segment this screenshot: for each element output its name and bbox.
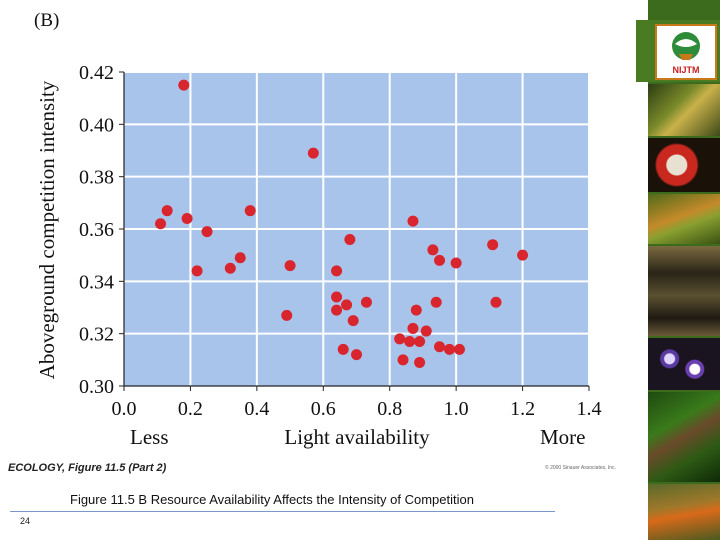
- data-point: [430, 296, 442, 308]
- data-point: [434, 341, 446, 353]
- lizard-photo: [648, 392, 720, 482]
- data-point: [351, 349, 362, 361]
- institution-logo: NIJTM: [655, 24, 717, 80]
- figure-credit: ECOLOGY, Figure 11.5 (Part 2): [8, 462, 167, 474]
- data-point: [397, 354, 409, 366]
- data-point: [450, 257, 462, 269]
- logo-text: NIJTM: [673, 65, 700, 75]
- y-tick-label: 0.38: [79, 167, 114, 189]
- x-tick-label: 0.4: [244, 398, 269, 420]
- y-tick-label: 0.36: [79, 219, 114, 241]
- y-tick-label: 0.40: [79, 114, 114, 136]
- data-point: [414, 356, 426, 368]
- data-point: [444, 343, 455, 355]
- x-tick-label: 1.0: [444, 398, 469, 420]
- x-tick-label: 0.8: [377, 398, 402, 420]
- scatter-chart: (B) 0.0 0.2 0.4 0.6 0.8 1.0 1.2 1.4 0.30 0.32 0.34…: [34, 10, 602, 449]
- data-point: [191, 265, 203, 277]
- x-tick-label: 1.4: [577, 398, 602, 420]
- y-tick-label: 0.32: [79, 324, 114, 346]
- data-point: [244, 205, 256, 217]
- data-point: [337, 343, 349, 355]
- gridlines: [124, 71, 590, 386]
- data-point: [420, 325, 432, 337]
- data-point: [404, 336, 416, 348]
- octopus-photo: [648, 338, 720, 390]
- data-point: [331, 291, 343, 303]
- x-tick-label: 0.0: [112, 398, 137, 420]
- insect-photo: [648, 484, 720, 540]
- data-point: [224, 262, 236, 274]
- tick-labels: 0.0 0.2 0.4 0.6 0.8 1.0 1.2 1.4 0.30 0.32 0.34 0.36…: [79, 62, 602, 420]
- frog-photo-3: [648, 194, 720, 244]
- data-point: [360, 296, 372, 308]
- data-point: [331, 265, 343, 277]
- frog-photo-2: [648, 138, 720, 192]
- data-point: [161, 205, 173, 217]
- figure-subtitle: Figure 11.5 B Resource Availability Affe…: [70, 492, 474, 507]
- data-point: [517, 249, 529, 261]
- data-point: [201, 226, 213, 238]
- y-tick-label: 0.42: [79, 62, 114, 84]
- data-point: [407, 215, 419, 227]
- data-point: [178, 79, 190, 91]
- page-number: 24: [20, 516, 31, 526]
- data-point: [434, 254, 446, 266]
- data-point: [331, 304, 343, 316]
- data-point: [490, 296, 502, 308]
- monkey-photo: [648, 246, 720, 336]
- data-point: [341, 299, 353, 311]
- divider-line: [10, 511, 555, 512]
- data-point: [394, 333, 406, 345]
- x-axis-less-label: Less: [130, 425, 169, 449]
- y-tick-label: 0.34: [79, 271, 114, 293]
- data-point: [181, 213, 193, 225]
- data-point: [234, 252, 246, 264]
- data-point: [344, 233, 356, 245]
- data-point: [427, 244, 439, 256]
- data-point: [487, 239, 499, 251]
- data-point: [410, 304, 422, 316]
- data-point: [347, 315, 359, 327]
- data-point: [307, 147, 319, 159]
- data-point: [407, 322, 419, 334]
- copyright-text: © 2000 Sinauer Associates, Inc.: [545, 465, 616, 471]
- data-point: [453, 343, 465, 355]
- data-points: [155, 79, 529, 368]
- x-axis-label: Light availability: [284, 425, 430, 449]
- x-axis-more-label: More: [540, 425, 586, 449]
- x-tick-label: 1.2: [510, 398, 535, 420]
- data-point: [284, 260, 296, 272]
- panel-label: (B): [34, 10, 59, 31]
- data-point: [281, 309, 293, 321]
- frog-photo-1: [648, 84, 720, 136]
- x-tick-label: 0.6: [311, 398, 336, 420]
- x-tick-label: 0.2: [178, 398, 203, 420]
- data-point: [155, 218, 167, 230]
- y-tick-label: 0.30: [79, 376, 114, 398]
- y-axis-label: Aboveground competition intensity: [35, 80, 59, 379]
- data-point: [414, 336, 426, 348]
- axes: [119, 71, 590, 391]
